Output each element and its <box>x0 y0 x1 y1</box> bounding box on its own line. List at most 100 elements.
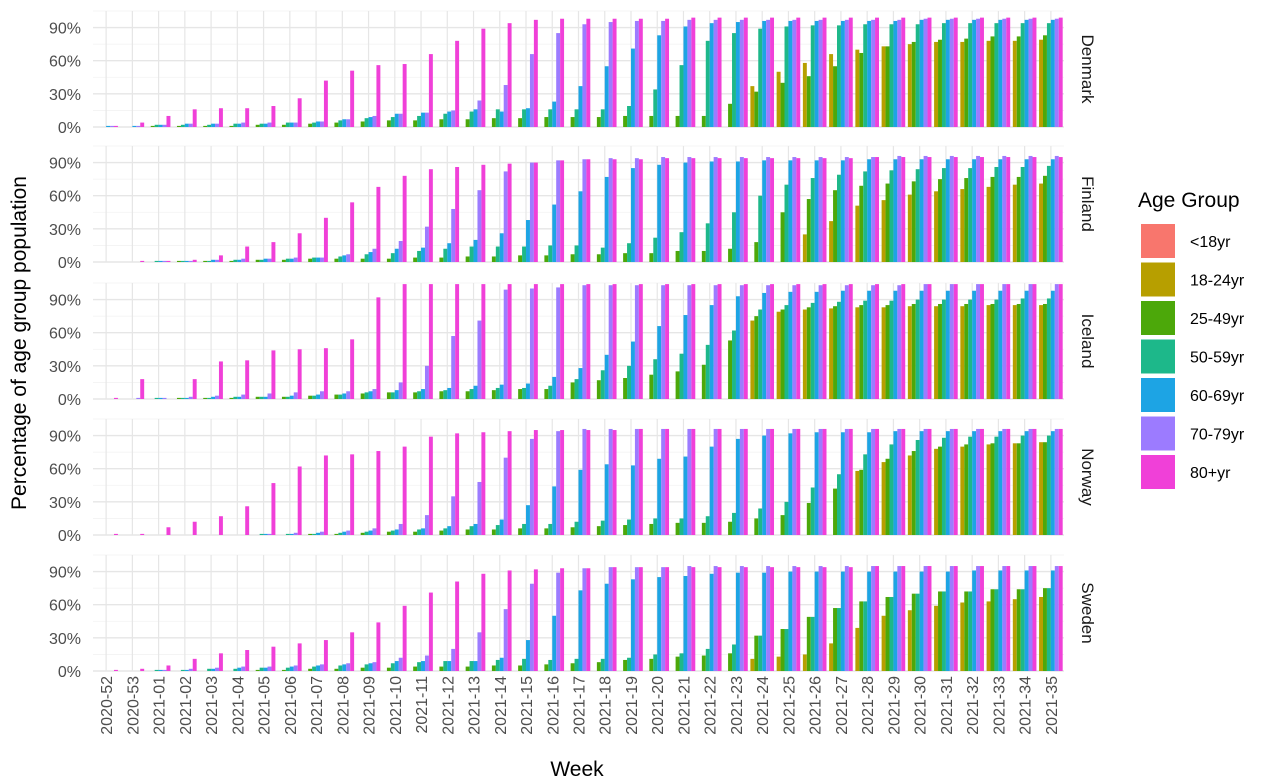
bar-sweden-2021-07-60-69yr <box>316 665 321 671</box>
legend-swatch <box>1141 301 1175 335</box>
bar-iceland-2021-09-80+yr <box>376 297 381 399</box>
bar-sweden-2021-34-70-79yr <box>1028 566 1033 671</box>
bar-iceland-2021-11-25-49yr <box>413 392 418 399</box>
bar-norway-2021-10-70-79yr <box>398 523 403 535</box>
y-tick-label: 90% <box>49 429 81 446</box>
bar-denmark-2021-22-70-79yr <box>713 19 718 127</box>
bar-denmark-2021-12-25-49yr <box>439 119 444 127</box>
bar-sweden-2021-33-50-59yr <box>994 589 999 671</box>
y-tick-label: 0% <box>58 120 81 137</box>
bar-denmark-2021-27-50-59yr <box>836 25 841 127</box>
bar-finland-2021-14-50-59yr <box>495 246 500 262</box>
bar-iceland-2021-04-80+yr <box>245 360 250 399</box>
bar-denmark-2021-09-25-49yr <box>360 121 365 127</box>
bar-finland-2021-20-80+yr <box>665 158 670 262</box>
bar-norway-2021-07-50-59yr <box>312 533 317 535</box>
bar-iceland-2021-34-60-69yr <box>1024 290 1029 399</box>
bar-norway-2021-17-50-59yr <box>574 521 579 535</box>
x-tick-label: 2021-13 <box>467 676 484 735</box>
bar-sweden-2021-16-70-79yr <box>556 572 561 671</box>
bar-sweden-2021-32-60-69yr <box>972 570 977 671</box>
bar-finland-2021-31-50-59yr <box>941 168 946 262</box>
bar-finland-2021-01-50-59yr <box>154 260 159 262</box>
bar-finland-2021-10-25-49yr <box>386 258 391 262</box>
bar-finland-2021-13-25-49yr <box>465 256 470 262</box>
bar-sweden-2021-35-80+yr <box>1058 566 1063 671</box>
bar-sweden-2021-20-80+yr <box>665 567 670 671</box>
bar-sweden-2021-18-80+yr <box>612 567 617 671</box>
bar-iceland-2021-35-25-49yr <box>1043 303 1047 399</box>
bar-norway-2021-14-25-49yr <box>491 529 496 535</box>
bar-denmark-2021-33-50-59yr <box>994 23 999 127</box>
bar-iceland-2021-09-70-79yr <box>372 389 377 399</box>
bar-sweden-2021-26-18-24yr <box>802 654 807 671</box>
bar-norway-2021-11-50-59yr <box>417 529 422 535</box>
y-tick-label: 0% <box>58 528 81 545</box>
bar-norway-2021-19-70-79yr <box>634 428 639 535</box>
bar-denmark-2020-53-70-79yr <box>136 125 141 127</box>
bar-iceland-2021-21-70-79yr <box>687 285 692 399</box>
bar-iceland-2021-07-80+yr <box>323 348 328 399</box>
bar-iceland-2021-30-18-24yr <box>907 306 912 399</box>
bar-norway-2021-19-80+yr <box>638 428 643 535</box>
bar-norway-2021-20-70-79yr <box>661 428 666 535</box>
bar-sweden-2021-23-50-59yr <box>732 644 736 671</box>
bar-iceland-2021-05-60-69yr <box>263 396 268 399</box>
x-tick-label: 2021-24 <box>755 676 772 735</box>
bar-finland-2021-19-50-59yr <box>627 243 631 262</box>
bar-iceland-2021-33-70-79yr <box>1002 284 1007 399</box>
bar-finland-2021-28-18-24yr <box>855 205 860 262</box>
bar-denmark-2021-35-80+yr <box>1058 17 1063 127</box>
bar-norway-2020-53-80+yr <box>140 533 145 535</box>
bar-finland-2021-22-60-69yr <box>709 161 714 262</box>
legend-swatch <box>1141 378 1175 412</box>
bar-finland-2021-18-60-69yr <box>604 176 609 262</box>
bar-sweden-2021-05-80+yr <box>271 646 276 671</box>
bar-iceland-2021-32-60-69yr <box>972 290 977 399</box>
bar-finland-2021-15-60-69yr <box>526 220 530 262</box>
bar-finland-2021-29-60-69yr <box>893 159 898 262</box>
bar-denmark-2021-20-80+yr <box>665 18 670 127</box>
bar-finland-2021-05-70-79yr <box>267 258 272 262</box>
bar-denmark-2021-05-50-59yr <box>259 123 264 127</box>
bar-denmark-2021-22-80+yr <box>717 17 722 127</box>
bar-denmark-2021-08-60-69yr <box>342 119 347 127</box>
bar-denmark-2021-13-50-59yr <box>469 111 474 127</box>
bar-norway-2021-11-60-69yr <box>421 528 425 535</box>
bar-iceland-2021-27-70-79yr <box>844 285 849 399</box>
bar-denmark-2021-06-60-69yr <box>289 122 294 127</box>
bar-finland-2021-01-70-79yr <box>162 260 167 262</box>
bar-iceland-2021-16-60-69yr <box>552 376 557 399</box>
bar-norway-2021-22-80+yr <box>717 428 722 535</box>
bar-finland-2021-04-60-69yr <box>237 259 242 262</box>
bar-norway-2021-10-60-69yr <box>394 529 399 535</box>
bar-norway-2021-13-25-49yr <box>465 529 470 535</box>
bar-finland-2021-28-60-69yr <box>867 159 872 262</box>
bar-sweden-2021-09-60-69yr <box>368 663 373 671</box>
bar-iceland-2021-15-80+yr <box>533 284 538 399</box>
bar-sweden-2021-10-70-79yr <box>398 657 403 671</box>
bar-denmark-2021-11-80+yr <box>428 54 433 128</box>
bar-iceland-2021-31-70-79yr <box>949 284 954 399</box>
bar-sweden-2021-14-80+yr <box>507 570 512 671</box>
bar-denmark-2021-19-80+yr <box>638 18 643 127</box>
bar-denmark-2021-21-60-69yr <box>683 26 688 127</box>
bar-sweden-2021-22-70-79yr <box>713 566 718 671</box>
bar-sweden-2021-08-60-69yr <box>342 664 347 671</box>
bar-finland-2021-08-50-59yr <box>338 256 343 262</box>
bar-sweden-2021-21-80+yr <box>691 567 696 671</box>
bar-sweden-2021-24-60-69yr <box>762 572 767 671</box>
bar-norway-2021-32-18-24yr <box>960 446 965 535</box>
bar-sweden-2021-13-25-49yr <box>465 666 470 671</box>
bar-iceland-2021-24-25-49yr <box>754 316 759 399</box>
bar-sweden-2021-16-60-69yr <box>552 615 557 671</box>
bar-norway-2021-09-50-59yr <box>364 531 369 535</box>
bar-iceland-2021-33-80+yr <box>1006 284 1011 399</box>
bar-sweden-2021-04-50-59yr <box>233 668 238 671</box>
bar-denmark-2021-23-70-79yr <box>739 19 744 127</box>
bar-sweden-2021-19-50-59yr <box>627 657 631 671</box>
bar-iceland-2021-02-25-49yr <box>176 397 181 399</box>
bar-finland-2021-28-50-59yr <box>863 171 868 262</box>
bar-iceland-2021-16-80+yr <box>560 284 565 399</box>
bar-iceland-2021-35-18-24yr <box>1039 305 1044 399</box>
